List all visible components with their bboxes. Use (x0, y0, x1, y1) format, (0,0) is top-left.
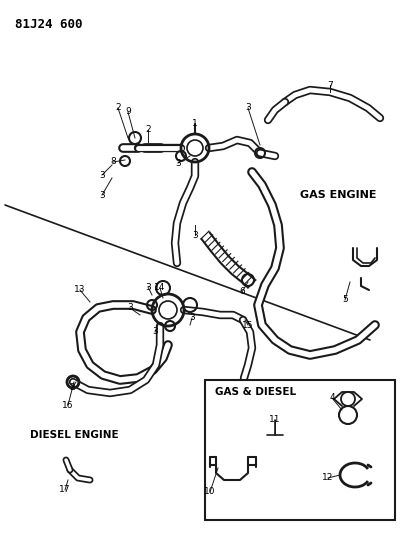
Text: 3: 3 (99, 190, 105, 199)
Text: 2: 2 (69, 384, 75, 392)
Text: 3: 3 (152, 327, 158, 336)
Text: 8: 8 (110, 157, 116, 166)
Text: 3: 3 (189, 313, 195, 322)
Text: 81J24 600: 81J24 600 (15, 18, 83, 31)
Text: 13: 13 (74, 286, 86, 295)
Text: 16: 16 (62, 400, 74, 409)
Text: 3: 3 (175, 158, 181, 167)
Text: DIESEL ENGINE: DIESEL ENGINE (30, 430, 119, 440)
Text: 6: 6 (239, 287, 245, 296)
Text: 5: 5 (342, 295, 348, 304)
Text: 2: 2 (145, 125, 151, 134)
Text: 3: 3 (145, 282, 151, 292)
Text: 10: 10 (204, 488, 216, 497)
Text: GAS & DIESEL: GAS & DIESEL (215, 387, 296, 397)
Text: GAS ENGINE: GAS ENGINE (300, 190, 377, 200)
Text: 3: 3 (99, 171, 105, 180)
Text: 15: 15 (242, 320, 254, 329)
Text: 14: 14 (154, 284, 166, 293)
Text: 4: 4 (329, 393, 335, 402)
Text: 3: 3 (192, 230, 198, 239)
Text: 9: 9 (125, 108, 131, 117)
Text: 2: 2 (115, 103, 121, 112)
Text: 3: 3 (245, 103, 251, 112)
Text: 7: 7 (327, 80, 333, 90)
Bar (205, 380, 395, 520)
Text: 11: 11 (269, 416, 281, 424)
Text: 1: 1 (192, 119, 198, 128)
Text: 3: 3 (127, 303, 133, 312)
Text: 17: 17 (59, 486, 71, 495)
Text: 12: 12 (322, 473, 334, 482)
